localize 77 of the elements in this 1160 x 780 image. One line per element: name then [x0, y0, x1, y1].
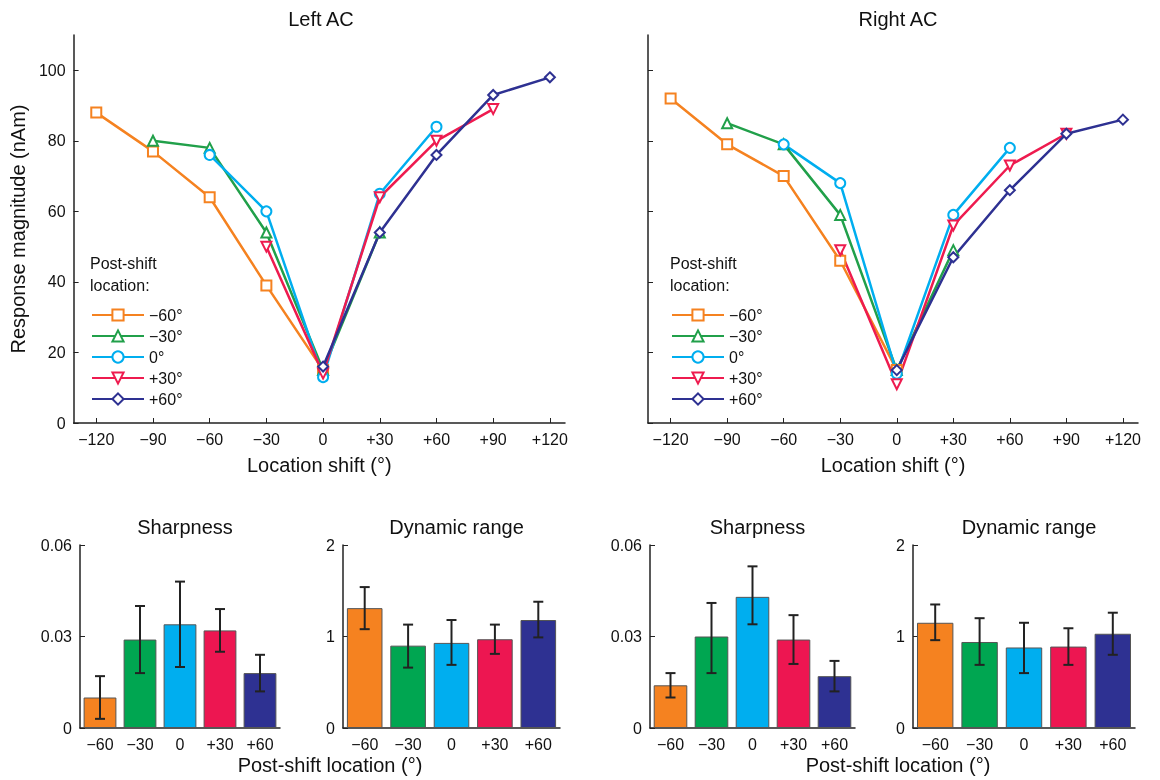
x-tick-label: +60 [996, 430, 1024, 448]
legend-label: 0° [149, 348, 165, 366]
y-tick-label: 0 [633, 719, 643, 737]
y-tick-label: 60 [47, 202, 66, 220]
x-tick-label: +30 [366, 430, 394, 448]
chart-title: Dynamic range [961, 516, 1097, 538]
y-tick-label: 100 [38, 61, 66, 79]
y-tick-label: 0 [896, 719, 906, 737]
legend-label: +60° [149, 390, 183, 408]
y-tick-label: 1 [326, 628, 336, 645]
chart-title: Sharpness [709, 516, 806, 538]
x-tick-label: 0 [1019, 735, 1029, 753]
x-tick-label: +120 [1104, 430, 1142, 448]
legend-label: 0° [729, 348, 745, 366]
chart-title: Dynamic range [389, 516, 524, 538]
y-tick-label: 2 [896, 536, 906, 554]
x-tick-label: −60 [86, 735, 114, 753]
y-tick-label: 0 [326, 719, 336, 737]
x-tick-label: −60 [351, 735, 379, 753]
x-tick-label: −90 [139, 430, 167, 448]
y-tick-label: 0.03 [610, 628, 643, 645]
legend-title: Post-shift location: [670, 254, 742, 294]
x-tick-label: +30 [1054, 735, 1083, 753]
x-tick-label: −30 [126, 735, 154, 753]
x-tick-label: +60 [1099, 735, 1127, 753]
x-tick-label: +120 [531, 430, 568, 448]
legend-label: −30° [729, 327, 763, 345]
x-tick-label: −120 [652, 430, 689, 448]
x-tick-label: −30 [966, 735, 994, 753]
legend-label: −30° [149, 327, 183, 345]
chart-title: Sharpness [137, 516, 233, 538]
x-tick-label: +90 [1052, 430, 1081, 448]
x-tick-label: −30 [252, 430, 281, 448]
chart-title: Left AC [288, 8, 354, 30]
y-tick-label: 0.03 [40, 628, 73, 645]
y-tick-label: 2 [326, 536, 336, 554]
x-tick-label: +90 [479, 430, 507, 448]
x-tick-label: −90 [713, 430, 741, 448]
x-axis-title: Location shift (°) [820, 454, 966, 476]
x-tick-label: +30 [481, 735, 509, 753]
legend-label: +30° [149, 369, 183, 387]
x-axis-title: Location shift (°) [246, 454, 392, 476]
x-tick-label: 0 [175, 735, 185, 753]
x-axis-title: Post-shift location (°) [237, 754, 423, 777]
y-tick-label: 80 [47, 132, 66, 150]
x-tick-label: +30 [939, 430, 967, 448]
x-tick-label: −30 [394, 735, 422, 753]
x-tick-label: +60 [422, 430, 451, 448]
x-tick-label: +60 [524, 735, 552, 753]
legend-label: −60° [149, 306, 183, 324]
x-tick-label: +60 [820, 735, 849, 753]
x-tick-label: +60 [246, 735, 274, 753]
x-tick-label: 0 [748, 735, 758, 753]
chart-title: Right AC [858, 8, 938, 30]
y-tick-label: 40 [47, 273, 66, 291]
x-tick-label: −30 [826, 430, 854, 448]
x-axis-title: Post-shift location (°) [805, 754, 991, 777]
x-tick-label: 0 [447, 735, 457, 753]
legend-label: +30° [729, 369, 763, 387]
x-tick-label: +30 [206, 735, 234, 753]
x-tick-label: −60 [770, 430, 798, 448]
x-tick-label: −60 [921, 735, 949, 753]
x-tick-label: +30 [779, 735, 808, 753]
y-tick-label: 20 [47, 343, 66, 361]
legend-label: +60° [729, 390, 763, 408]
y-tick-label: 1 [896, 628, 906, 645]
y-axis-title: Response magnitude (nAm) [7, 104, 29, 354]
y-tick-label: 0 [56, 414, 66, 432]
y-tick-label: 0.06 [610, 536, 643, 554]
x-tick-label: −60 [196, 430, 224, 448]
x-tick-label: −120 [78, 430, 115, 448]
y-tick-label: 0.06 [40, 536, 73, 554]
x-tick-label: −60 [656, 735, 685, 753]
legend-title: Post-shift location: [90, 254, 162, 294]
legend-label: −60° [729, 306, 763, 324]
x-tick-label: −30 [697, 735, 726, 753]
y-tick-label: 0 [63, 719, 73, 737]
